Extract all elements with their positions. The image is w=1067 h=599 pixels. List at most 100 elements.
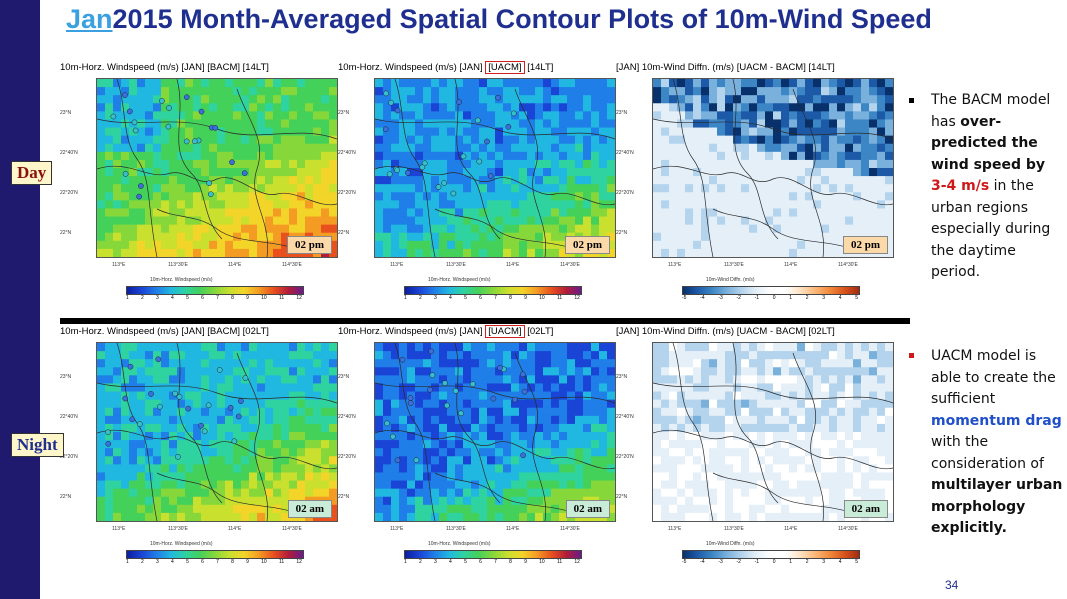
- panel-title-part: [BACM]: [207, 326, 241, 337]
- note-2-line: able to create the: [931, 369, 1056, 386]
- colorbar-title: 10m-Wind Diffn. (m/s): [706, 277, 755, 283]
- lon-tick-label: 114°E: [506, 262, 520, 268]
- colorbar-tick-label: -3: [718, 295, 723, 301]
- lat-tick-label: 23°N: [616, 374, 628, 380]
- colorbar-tick-label: 2: [419, 295, 422, 301]
- note-1-text-span: in the: [989, 178, 1034, 194]
- colorbar-tick-label: 5: [186, 295, 189, 301]
- colorbar-ticks: 1 2 3 4 5 6 7 8 9 10 11 12: [404, 295, 580, 301]
- colorbar-tick-label: 8: [509, 295, 512, 301]
- lon-tick-label: 113°30'E: [724, 262, 744, 268]
- map-panel: 10m-Horz. Windspeed (m/s) [JAN] [UACM] […: [338, 61, 616, 322]
- colorbar-tick-label: 5: [855, 295, 858, 301]
- bullet-square-icon: [909, 98, 914, 103]
- row-divider: [60, 318, 910, 324]
- time-label-badge: 02 pm: [286, 236, 332, 254]
- colorbar: [682, 286, 860, 295]
- colorbar-tick-label: 8: [231, 559, 234, 565]
- lon-tick-label: 114°30'E: [560, 262, 580, 268]
- day-label: Day: [11, 161, 53, 185]
- panel-title-part: [JAN] 10m-Wind Diffn. (m/s): [616, 326, 735, 337]
- note-1-line: especially during: [931, 221, 1051, 237]
- lon-tick-label: 113°E: [112, 262, 126, 268]
- note-2-line: explicitly.: [931, 520, 1007, 536]
- note-2-text: UACM model is able to create the suffici…: [931, 346, 1062, 540]
- colorbar: [126, 550, 304, 559]
- lon-tick-label: 113°E: [390, 526, 404, 532]
- panel-title: 10m-Horz. Windspeed (m/s) [JAN] [UACM] […: [338, 61, 616, 74]
- lon-tick-label: 114°30'E: [838, 262, 858, 268]
- panel-title-part: [JAN]: [459, 326, 483, 337]
- colorbar-tick-label: 8: [231, 295, 234, 301]
- panel-title: [JAN] 10m-Wind Diffn. (m/s) [UACM - BACM…: [616, 62, 894, 73]
- panel-title-part: [JAN]: [181, 62, 205, 73]
- colorbar-tick-label: 3: [434, 295, 437, 301]
- colorbar-ticks: 1 2 3 4 5 6 7 8 9 10 11 12: [126, 559, 302, 565]
- panel-title: 10m-Horz. Windspeed (m/s) [JAN] [BACM] […: [60, 326, 338, 337]
- colorbar-tick-label: 2: [141, 295, 144, 301]
- colorbar-tick-label: 3: [156, 559, 159, 565]
- lat-tick-label: 22°N: [338, 494, 350, 500]
- lat-tick-label: 23°N: [616, 110, 628, 116]
- contour-map: [96, 78, 338, 258]
- colorbar-tick-label: -5: [682, 559, 687, 565]
- colorbar-tick-label: -1: [754, 295, 760, 301]
- colorbar-tick-label: 4: [171, 559, 174, 565]
- note-1-bold-span: over-: [960, 113, 1002, 130]
- colorbar-tick-label: 3: [822, 295, 826, 301]
- lat-tick-label: 22°20'N: [338, 190, 356, 196]
- lon-tick-label: 113°30'E: [168, 262, 188, 268]
- lat-tick-label: 22°40'N: [338, 414, 356, 420]
- note-1-line: urban regions: [931, 199, 1028, 216]
- slide-sidebar: [0, 0, 40, 599]
- colorbar-tick-label: 9: [524, 559, 527, 565]
- colorbar-tick-label: 7: [494, 295, 497, 301]
- panel-title-part: [14LT]: [242, 62, 269, 73]
- note-2-line: consideration of: [931, 455, 1044, 472]
- panel-title-part: [14LT]: [527, 62, 554, 73]
- colorbar-tick-label: 9: [524, 295, 527, 301]
- colorbar-tick-label: -2: [736, 295, 741, 301]
- map-panel: [JAN] 10m-Wind Diffn. (m/s) [UACM - BACM…: [616, 62, 894, 322]
- colorbar-tick-label: 2: [141, 559, 144, 565]
- lon-tick-label: 114°E: [784, 526, 798, 532]
- panel-title-part: [02LT]: [242, 326, 269, 337]
- colorbar-tick-label: 12: [296, 559, 302, 565]
- colorbar-tick-label: 4: [838, 559, 842, 565]
- note-1-line: 3-4 m/s in the: [931, 176, 1050, 198]
- colorbar-tick-label: 10: [261, 295, 267, 301]
- panel-title-part: [UACM - BACM]: [736, 326, 806, 337]
- panel-title-part: [JAN]: [459, 62, 483, 73]
- colorbar-tick-label: 3: [822, 559, 826, 565]
- contour-map: [652, 342, 894, 522]
- panel-title-part: [14LT]: [808, 62, 835, 73]
- lon-tick-label: 113°E: [390, 262, 404, 268]
- colorbar-tick-label: 6: [479, 295, 482, 301]
- lat-tick-label: 22°N: [338, 230, 350, 236]
- colorbar: [682, 550, 860, 559]
- colorbar-tick-label: 9: [246, 295, 249, 301]
- colorbar-tick-label: 5: [855, 559, 858, 565]
- time-label-badge: 02 am: [287, 500, 332, 518]
- lon-tick-label: 114°E: [784, 262, 798, 268]
- colorbar-tick-label: 6: [201, 559, 204, 565]
- contour-map: [374, 78, 616, 258]
- lon-tick-label: 113°E: [112, 526, 126, 532]
- panel-title-part: [JAN]: [181, 326, 205, 337]
- note-2-line: sufficient: [931, 391, 996, 407]
- lon-tick-label: 113°E: [668, 526, 682, 532]
- note-2-line: with the: [931, 434, 989, 450]
- colorbar-tick-label: 10: [539, 559, 545, 565]
- colorbar-tick-label: 7: [494, 559, 497, 565]
- lat-tick-label: 22°20'N: [60, 454, 78, 460]
- title-prefix: Jan: [66, 4, 113, 34]
- colorbar-tick-label: 8: [509, 559, 512, 565]
- lat-tick-label: 22°40'N: [616, 414, 634, 420]
- colorbar-tick-label: -4: [700, 295, 705, 301]
- colorbar-tick-label: 3: [434, 559, 437, 565]
- colorbar-tick-label: 4: [838, 295, 842, 301]
- lat-tick-label: 22°20'N: [60, 190, 78, 196]
- colorbar-tick-label: 1: [404, 559, 407, 565]
- colorbar-tick-label: 1: [404, 295, 407, 301]
- colorbar-tick-label: 9: [246, 559, 249, 565]
